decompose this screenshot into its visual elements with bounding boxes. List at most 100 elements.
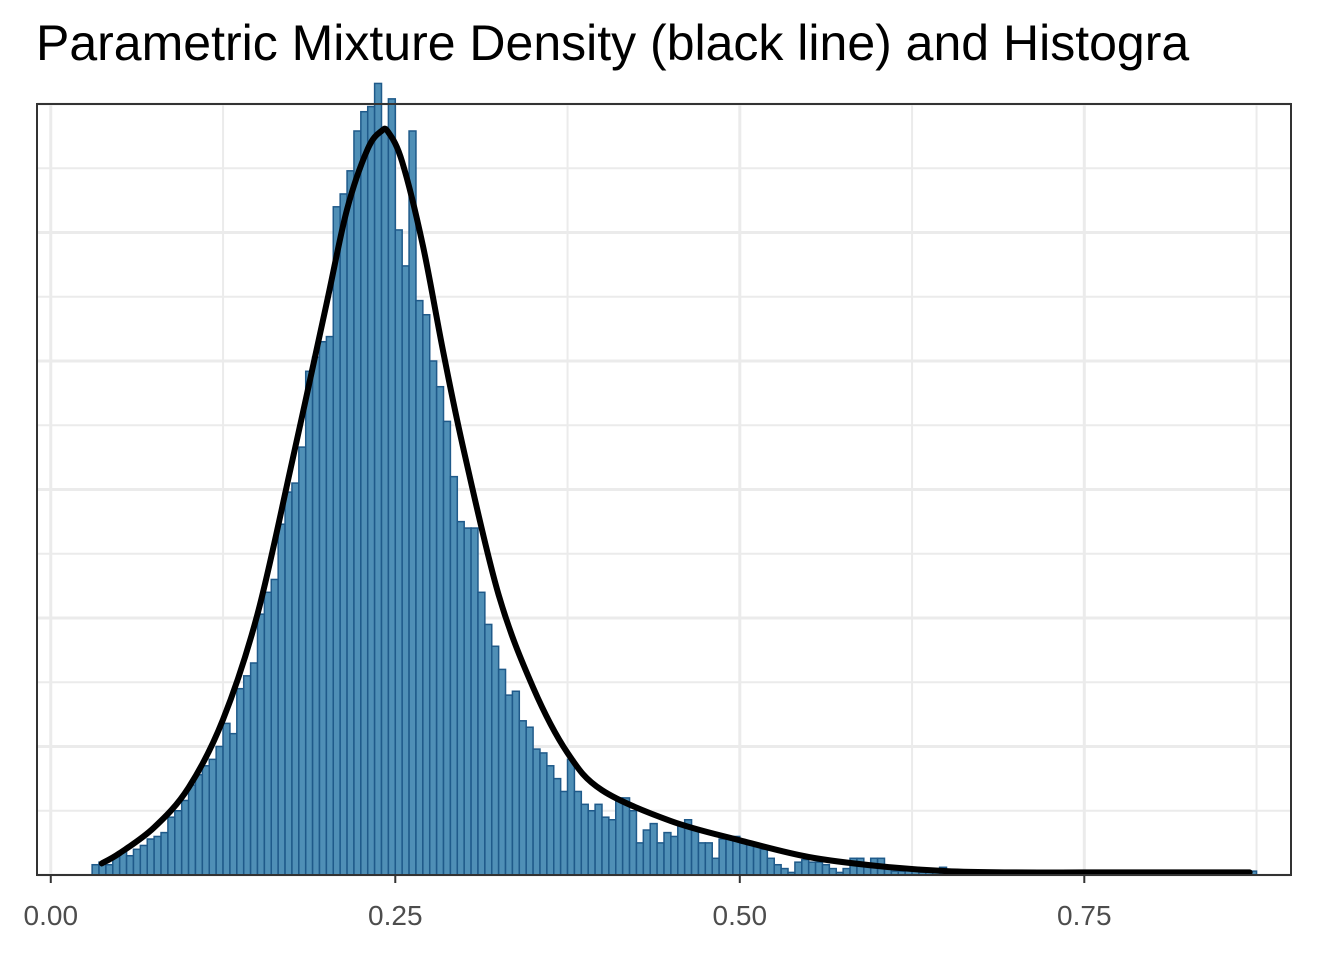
histogram-bar — [394, 229, 403, 876]
histogram-bar — [366, 105, 376, 876]
histogram-bar — [463, 527, 472, 876]
histogram-bar — [360, 110, 369, 876]
histogram-bar — [215, 745, 224, 876]
histogram-bar — [814, 861, 824, 876]
histogram-bar — [477, 591, 486, 876]
x-tick-label: 0.00 — [24, 900, 79, 931]
histogram-bar — [146, 838, 155, 876]
histogram-bar — [428, 360, 438, 876]
histogram-bar — [311, 356, 321, 876]
histogram-bar — [573, 790, 583, 876]
histogram-bar — [566, 758, 576, 876]
histogram-bar — [387, 98, 397, 876]
histogram-bar — [132, 848, 142, 876]
histogram-bar — [718, 838, 727, 876]
histogram-bar — [546, 765, 555, 876]
histogram-bar — [201, 765, 211, 876]
histogram-bar — [284, 491, 293, 876]
histogram-bar — [559, 790, 569, 876]
histogram-bar — [608, 818, 617, 876]
histogram-bar — [766, 857, 775, 876]
histogram-bar — [153, 835, 162, 876]
histogram-bar — [194, 774, 204, 876]
histogram-bar — [229, 732, 238, 876]
histogram-bar — [408, 130, 417, 876]
x-tick-label: 0.75 — [1057, 900, 1112, 931]
histogram-bar — [318, 340, 328, 876]
histogram-bar — [504, 694, 514, 876]
chart-title: Parametric Mixture Density (black line) … — [36, 15, 1190, 71]
density-curve — [98, 125, 1253, 876]
histogram-bar — [160, 831, 169, 876]
histogram-bar — [298, 446, 307, 876]
histogram-bar — [249, 662, 259, 876]
histogram-bar — [187, 784, 197, 876]
histogram-bar — [656, 842, 665, 876]
histogram-bar — [291, 482, 300, 876]
histogram-bar — [270, 578, 279, 876]
histogram-bar — [615, 797, 624, 876]
histogram-bar — [670, 835, 679, 876]
histogram-bar — [373, 82, 383, 876]
histogram-bar — [745, 842, 755, 876]
histogram-bar — [139, 844, 148, 876]
histogram-bar — [739, 842, 748, 876]
histogram-bar — [794, 861, 803, 876]
histogram-bar — [677, 822, 686, 876]
histogram-bar — [415, 299, 424, 876]
histogram-bar — [518, 720, 527, 876]
histogram-bar — [339, 193, 348, 876]
histogram-bar — [470, 527, 479, 876]
x-tick-label: 0.25 — [368, 900, 423, 931]
x-tick-label: 0.50 — [713, 900, 768, 931]
histogram-bars — [91, 82, 1258, 876]
x-axis: 0.00 0.25 0.50 0.75 — [24, 875, 1112, 931]
histogram-bar — [277, 523, 286, 876]
histogram-bar — [725, 835, 734, 876]
histogram-bar — [174, 810, 183, 876]
histogram-bar — [442, 420, 452, 876]
histogram-bar — [649, 822, 658, 876]
histogram-bar — [621, 797, 631, 876]
histogram-bar — [456, 520, 465, 876]
histogram-bar — [263, 591, 273, 876]
histogram-bar — [704, 842, 713, 876]
histogram-bar — [801, 858, 810, 876]
histogram-bar — [752, 845, 762, 876]
histogram-bar — [256, 613, 266, 876]
histogram-bar — [663, 831, 672, 876]
histogram-bar — [105, 863, 114, 876]
histogram-bar — [125, 854, 135, 876]
histogram-bar — [242, 675, 252, 876]
histogram-bar — [167, 816, 176, 876]
histogram-bar — [401, 265, 410, 876]
histogram-bar — [821, 863, 831, 876]
histogram-bar — [532, 748, 541, 876]
histogram-bar — [497, 668, 507, 876]
histogram-bar — [222, 722, 231, 876]
histogram-bar — [690, 829, 700, 876]
histogram-bar — [628, 810, 638, 876]
histogram-bar — [449, 475, 459, 876]
histogram-bar — [180, 799, 190, 876]
histogram-bar — [711, 857, 720, 876]
histogram-bar — [553, 777, 562, 876]
histogram-bar — [773, 863, 782, 876]
histogram-bar — [490, 645, 500, 876]
histogram-bar — [236, 687, 245, 876]
histogram-bar — [435, 385, 445, 876]
histogram-bar — [422, 313, 431, 876]
histogram-bar — [380, 126, 390, 876]
histogram-bar — [587, 810, 596, 876]
histogram-bar — [601, 816, 610, 876]
histogram-bar — [594, 803, 603, 876]
histogram-bar — [91, 863, 100, 876]
plot-panel-border — [36, 103, 1292, 876]
histogram-bar — [325, 335, 335, 876]
histogram-bar — [353, 130, 362, 876]
histogram-bar — [642, 829, 651, 876]
histogram-bar — [208, 758, 217, 876]
histogram-bar — [697, 842, 707, 876]
histogram-bar — [759, 848, 769, 876]
